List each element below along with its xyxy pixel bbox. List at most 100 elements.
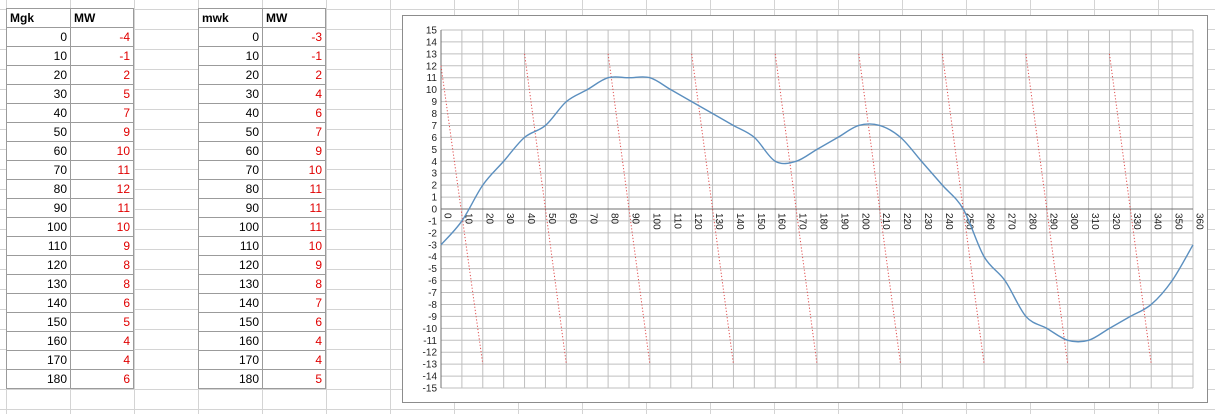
cell-mw[interactable]: 11 xyxy=(70,198,134,218)
cell-angle[interactable]: 70 xyxy=(6,160,71,180)
cell-angle[interactable]: 100 xyxy=(6,217,71,237)
x-tick-label: 300 xyxy=(1068,213,1079,230)
header-mw[interactable]: MW xyxy=(70,8,134,28)
cell-angle[interactable]: 20 xyxy=(6,65,71,85)
cell-angle[interactable]: 90 xyxy=(198,198,263,218)
cell-angle[interactable]: 110 xyxy=(6,236,71,256)
cell-angle[interactable]: 10 xyxy=(198,46,263,66)
cell-angle[interactable]: 50 xyxy=(198,122,263,142)
chart-object[interactable]: 15 14 13 12 11 10 9 8 7 6 5 4 3 2 1 0 -1 -2 -3 -4 -5 -6 -7 -8 -9… xyxy=(402,15,1208,403)
cell-mw[interactable]: 7 xyxy=(70,103,134,123)
cell-angle[interactable]: 140 xyxy=(198,293,263,313)
cell-mw[interactable]: 7 xyxy=(262,122,326,142)
cell-mw[interactable]: 4 xyxy=(262,350,326,370)
cell-mw[interactable]: 8 xyxy=(70,274,134,294)
cell-angle[interactable]: 170 xyxy=(198,350,263,370)
sawtooth-segment xyxy=(1108,53,1152,365)
x-tick-label: 340 xyxy=(1152,213,1163,230)
header-mgk[interactable]: Mgk xyxy=(6,8,71,28)
cell-angle[interactable]: 30 xyxy=(6,84,71,104)
cell-mw[interactable]: 11 xyxy=(262,217,326,237)
cell-mw[interactable]: 6 xyxy=(262,103,326,123)
cell-mw[interactable]: 10 xyxy=(262,160,326,180)
cell-angle[interactable]: 150 xyxy=(6,312,71,332)
cell-angle[interactable]: 60 xyxy=(6,141,71,161)
cell-mw[interactable]: -1 xyxy=(262,46,326,66)
cell-angle[interactable]: 120 xyxy=(198,255,263,275)
cell-angle[interactable]: 180 xyxy=(198,369,263,389)
cell-mw[interactable]: 7 xyxy=(262,293,326,313)
y-tick-label: 11 xyxy=(427,73,438,84)
cell-angle[interactable]: 140 xyxy=(6,293,71,313)
cell-angle[interactable]: 180 xyxy=(6,369,71,389)
cell-angle[interactable]: 30 xyxy=(198,84,263,104)
cell-mw[interactable]: 8 xyxy=(262,274,326,294)
cell-mw[interactable]: 10 xyxy=(70,217,134,237)
x-tick-label: 110 xyxy=(671,213,682,229)
sawtooth-segment xyxy=(774,53,818,365)
table-row: 120 8 xyxy=(6,255,134,275)
cell-angle[interactable]: 10 xyxy=(6,46,71,66)
cell-mw[interactable]: 9 xyxy=(70,122,134,142)
cell-mw[interactable]: 2 xyxy=(70,65,134,85)
table-row: 160 4 xyxy=(198,331,326,351)
cell-angle[interactable]: 160 xyxy=(198,331,263,351)
cell-angle[interactable]: 100 xyxy=(198,217,263,237)
table-row: 180 5 xyxy=(198,369,326,389)
cell-angle[interactable]: 170 xyxy=(6,350,71,370)
cell-angle[interactable]: 0 xyxy=(198,27,263,47)
cell-mw[interactable]: 6 xyxy=(70,293,134,313)
cell-angle[interactable]: 120 xyxy=(6,255,71,275)
cell-mw[interactable]: 4 xyxy=(70,331,134,351)
cell-mw[interactable]: -4 xyxy=(70,27,134,47)
cell-mw[interactable]: 11 xyxy=(70,160,134,180)
cell-angle[interactable]: 80 xyxy=(6,179,71,199)
cell-mw[interactable]: 8 xyxy=(70,255,134,275)
cell-mw[interactable]: -3 xyxy=(262,27,326,47)
y-tick-label: 15 xyxy=(426,26,438,37)
cell-angle[interactable]: 160 xyxy=(6,331,71,351)
cell-mw[interactable]: -1 xyxy=(70,46,134,66)
cell-mw[interactable]: 9 xyxy=(262,141,326,161)
cell-angle[interactable]: 0 xyxy=(6,27,71,47)
x-tick-label: 240 xyxy=(943,213,954,230)
cell-mw[interactable]: 10 xyxy=(262,236,326,256)
cell-angle[interactable]: 130 xyxy=(198,274,263,294)
header-mwk[interactable]: mwk xyxy=(198,8,263,28)
cell-mw[interactable]: 6 xyxy=(70,369,134,389)
cell-angle[interactable]: 70 xyxy=(198,160,263,180)
cell-angle[interactable]: 20 xyxy=(198,65,263,85)
cell-mw[interactable]: 10 xyxy=(70,141,134,161)
x-tick-label: 30 xyxy=(504,213,515,225)
cell-mw[interactable]: 11 xyxy=(262,179,326,199)
cell-angle[interactable]: 50 xyxy=(6,122,71,142)
cell-mw[interactable]: 4 xyxy=(262,331,326,351)
table-row: 130 8 xyxy=(198,274,326,294)
cell-mw[interactable]: 9 xyxy=(70,236,134,256)
table-row: 20 2 xyxy=(198,65,326,85)
cell-angle[interactable]: 90 xyxy=(6,198,71,218)
cell-angle[interactable]: 60 xyxy=(198,141,263,161)
series-line xyxy=(440,76,1194,343)
cell-mw[interactable]: 6 xyxy=(262,312,326,332)
cell-angle[interactable]: 130 xyxy=(6,274,71,294)
table-row: 100 10 xyxy=(6,217,134,237)
cell-mw[interactable]: 4 xyxy=(70,350,134,370)
cell-angle[interactable]: 40 xyxy=(6,103,71,123)
cell-mw[interactable]: 2 xyxy=(262,65,326,85)
cell-mw[interactable]: 12 xyxy=(70,179,134,199)
cell-mw[interactable]: 5 xyxy=(70,312,134,332)
cell-angle[interactable]: 80 xyxy=(198,179,263,199)
cell-angle[interactable]: 150 xyxy=(198,312,263,332)
y-tick-label: -11 xyxy=(423,336,437,347)
y-tick-label: 14 xyxy=(426,37,438,48)
header-mw[interactable]: MW xyxy=(262,8,326,28)
cell-mw[interactable]: 9 xyxy=(262,255,326,275)
cell-mw[interactable]: 11 xyxy=(262,198,326,218)
cell-angle[interactable]: 110 xyxy=(198,236,263,256)
cell-mw[interactable]: 5 xyxy=(70,84,134,104)
cell-mw[interactable]: 5 xyxy=(262,369,326,389)
cell-angle[interactable]: 40 xyxy=(198,103,263,123)
table-row: 150 6 xyxy=(198,312,326,332)
cell-mw[interactable]: 4 xyxy=(262,84,326,104)
